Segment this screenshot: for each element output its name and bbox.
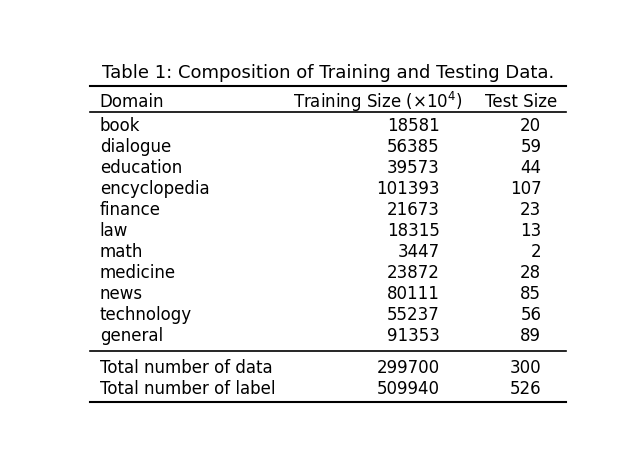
Text: general: general [100,326,163,344]
Text: medicine: medicine [100,263,176,281]
Text: 23: 23 [520,200,541,218]
Text: law: law [100,221,128,239]
Text: 85: 85 [520,284,541,302]
Text: 39573: 39573 [387,159,440,177]
Text: 56: 56 [520,305,541,323]
Text: 3447: 3447 [397,242,440,260]
Text: 80111: 80111 [387,284,440,302]
Text: math: math [100,242,143,260]
Text: 101393: 101393 [376,180,440,198]
Text: Total number of label: Total number of label [100,379,275,397]
Text: finance: finance [100,200,161,218]
Text: dialogue: dialogue [100,138,171,156]
Text: 59: 59 [520,138,541,156]
Text: 107: 107 [509,180,541,198]
Text: 44: 44 [520,159,541,177]
Text: 21673: 21673 [387,200,440,218]
Text: 89: 89 [520,326,541,344]
Text: 299700: 299700 [376,358,440,376]
Text: 55237: 55237 [387,305,440,323]
Text: 23872: 23872 [387,263,440,281]
Text: Table 1: Composition of Training and Testing Data.: Table 1: Composition of Training and Tes… [102,63,554,81]
Text: 28: 28 [520,263,541,281]
Text: education: education [100,159,182,177]
Text: 13: 13 [520,221,541,239]
Text: news: news [100,284,143,302]
Text: 2: 2 [531,242,541,260]
Text: 509940: 509940 [376,379,440,397]
Text: 18315: 18315 [387,221,440,239]
Text: Test Size: Test Size [485,93,557,111]
Text: Domain: Domain [100,93,164,111]
Text: 300: 300 [509,358,541,376]
Text: technology: technology [100,305,192,323]
Text: encyclopedia: encyclopedia [100,180,209,198]
Text: book: book [100,117,140,135]
Text: Total number of data: Total number of data [100,358,273,376]
Text: 20: 20 [520,117,541,135]
Text: Training Size ($\times10^4$): Training Size ($\times10^4$) [293,90,462,114]
Text: 526: 526 [509,379,541,397]
Text: 56385: 56385 [387,138,440,156]
Text: 91353: 91353 [387,326,440,344]
Text: 18581: 18581 [387,117,440,135]
